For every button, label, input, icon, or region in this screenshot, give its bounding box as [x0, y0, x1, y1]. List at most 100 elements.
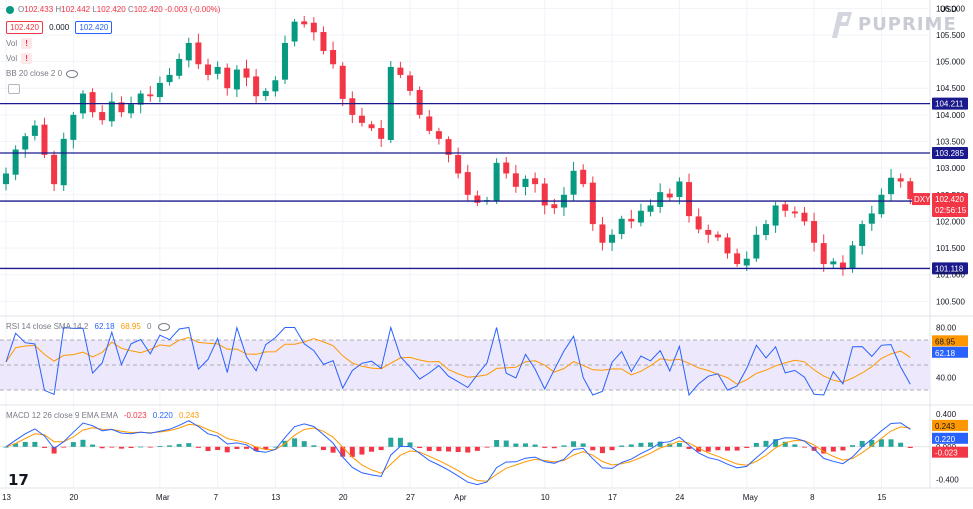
candle-body	[541, 183, 548, 206]
macd-histogram-bar	[878, 439, 884, 447]
hidden-eye-icon[interactable]	[66, 69, 79, 78]
macd-histogram-bar	[311, 445, 317, 447]
price-axis-tick: 103.000	[936, 164, 965, 173]
candle-body	[22, 136, 29, 150]
macd-histogram-bar	[41, 446, 47, 448]
volume-indicator-2[interactable]: Vol!	[6, 53, 33, 64]
hidden-eye-icon[interactable]	[157, 322, 170, 331]
candle-body	[599, 224, 606, 243]
macd-histogram-bar	[446, 446, 452, 452]
candle-body	[849, 245, 856, 268]
candle-body	[589, 182, 596, 225]
macd-histogram-bar	[725, 446, 730, 451]
collapse-legend-button[interactable]	[8, 84, 20, 94]
buy-price-button[interactable]: 102.420	[75, 21, 113, 34]
macd-histogram-bar	[590, 446, 596, 451]
currency-label[interactable]: USD	[940, 5, 957, 14]
macd-histogram-bar	[734, 446, 740, 451]
macd-histogram-bar	[195, 446, 201, 448]
warning-icon: !	[21, 38, 33, 49]
candle-body	[772, 205, 779, 226]
macd-histogram-bar	[648, 442, 654, 447]
candle-body	[686, 182, 693, 217]
bollinger-indicator[interactable]: BB 20 close 2 0	[6, 68, 79, 79]
time-axis-tick: 13	[271, 493, 280, 502]
rsi-legend[interactable]: RSI 14 close SMA 14 2 62.18 68.95 0	[6, 321, 170, 332]
candle-body	[156, 82, 163, 98]
macd-histogram-bar	[224, 446, 230, 453]
candle-body	[609, 234, 616, 243]
candle-body	[714, 234, 721, 238]
sell-price-button[interactable]: 102.420	[6, 21, 43, 34]
candle-body	[166, 74, 173, 83]
time-axis-tick: 20	[339, 493, 348, 502]
candle-body	[618, 218, 625, 235]
candle-body	[474, 195, 481, 203]
macd-histogram-bar	[22, 441, 28, 447]
macd-histogram-bar	[821, 446, 827, 454]
macd-histogram-bar	[176, 444, 182, 447]
macd-histogram-bar	[898, 442, 904, 447]
candle-body	[637, 210, 644, 223]
ohlc-legend: O102.433 H102.442 L102.420 C102.420 -0.0…	[6, 4, 220, 15]
macd-histogram-bar	[359, 446, 365, 455]
macd-histogram-bar	[773, 439, 779, 447]
candle-body	[464, 172, 471, 195]
candle-body	[830, 261, 837, 265]
time-axis-tick: 7	[214, 493, 219, 502]
macd-histogram-bar	[801, 446, 807, 448]
price-axis-tick: 104.000	[936, 111, 965, 120]
candle-body	[743, 258, 750, 266]
macd-histogram-bar	[494, 439, 500, 447]
symbol-label: DXY	[914, 195, 931, 204]
macd-histogram-bar	[99, 446, 105, 449]
candle-body	[12, 149, 19, 175]
candle-body	[397, 67, 404, 75]
time-axis-tick: May	[743, 493, 758, 502]
candle-body	[330, 50, 337, 65]
volume-indicator-1[interactable]: Vol!	[6, 38, 33, 49]
candle-body	[791, 211, 798, 214]
candle-body	[51, 154, 58, 185]
rsi-value: 62.18	[94, 322, 115, 331]
time-axis-tick: 8	[810, 493, 815, 502]
macd-histogram-bar	[147, 446, 153, 448]
candle-body	[570, 170, 577, 195]
macd-histogram-bar	[859, 440, 865, 447]
macd-histogram-bar	[830, 446, 836, 452]
price-level-tag	[932, 262, 968, 275]
price-axis-tick: 100.500	[936, 297, 965, 306]
candle-body	[839, 262, 846, 270]
macd-histogram-bar	[330, 446, 336, 453]
macd-histogram-bar	[397, 437, 403, 447]
candle-body	[753, 234, 760, 259]
price-axis-tick: 101.500	[936, 244, 965, 253]
price-level-label: 103.285	[935, 149, 964, 158]
candle-body	[512, 173, 519, 187]
macd-histogram-bar	[484, 446, 490, 448]
macd-histogram-bar	[109, 446, 115, 448]
price-level-tag	[932, 97, 968, 110]
candle-body	[3, 173, 9, 185]
candle-body	[99, 112, 106, 121]
candle-body	[60, 138, 67, 186]
macd-histogram-bar	[138, 446, 144, 448]
candle-body	[195, 42, 202, 65]
time-axis-tick: 15	[877, 493, 886, 502]
macd-legend[interactable]: MACD 12 26 close 9 EMA EMA -0.023 0.220 …	[6, 411, 200, 420]
candle-body	[301, 21, 308, 25]
price-axis-tick: 101.000	[936, 271, 965, 280]
macd-histogram-bar	[455, 446, 461, 453]
time-axis-tick: 10	[541, 493, 550, 502]
price-axis-tick: 105.500	[936, 31, 965, 40]
price-axis-tick: 103.500	[936, 138, 965, 147]
macd-histogram-bar	[349, 446, 355, 457]
open-value: 102.433	[24, 5, 54, 14]
macd-histogram-bar	[378, 446, 384, 451]
macd-histogram-bar	[561, 445, 567, 447]
rsi-sma-line	[5, 336, 911, 385]
low-value: 102.420	[96, 5, 126, 14]
puprime-logo: PUPRIME	[826, 8, 957, 40]
tradingview-logo[interactable]: 17	[8, 471, 29, 489]
